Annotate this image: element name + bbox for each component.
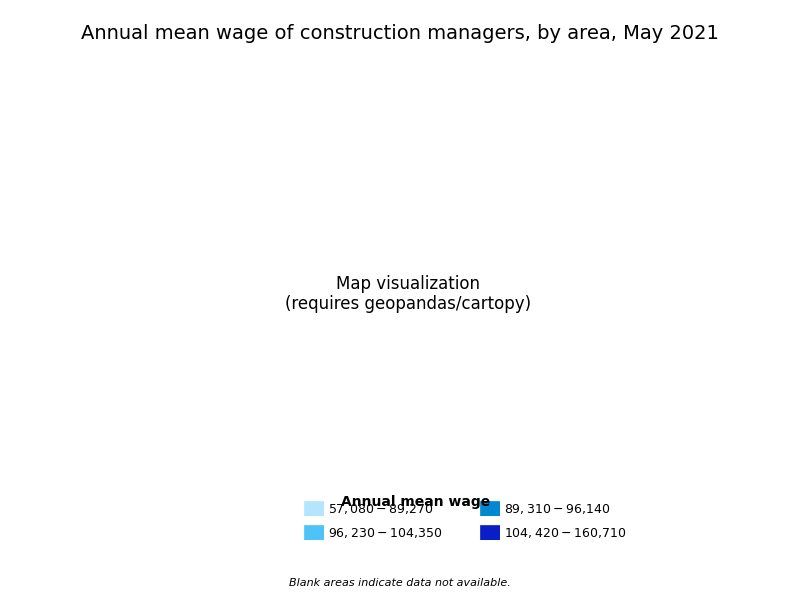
Text: Annual mean wage of construction managers, by area, May 2021: Annual mean wage of construction manager… <box>81 24 719 43</box>
Text: $96,230 - $104,350: $96,230 - $104,350 <box>328 526 442 539</box>
Text: Annual mean wage: Annual mean wage <box>342 495 490 509</box>
Text: $89,310 - $96,140: $89,310 - $96,140 <box>504 502 610 515</box>
Text: $104,420 - $160,710: $104,420 - $160,710 <box>504 526 626 539</box>
Text: Map visualization
(requires geopandas/cartopy): Map visualization (requires geopandas/ca… <box>285 275 531 313</box>
Text: $57,080 - $89,270: $57,080 - $89,270 <box>328 502 434 515</box>
Text: Blank areas indicate data not available.: Blank areas indicate data not available. <box>289 578 511 588</box>
